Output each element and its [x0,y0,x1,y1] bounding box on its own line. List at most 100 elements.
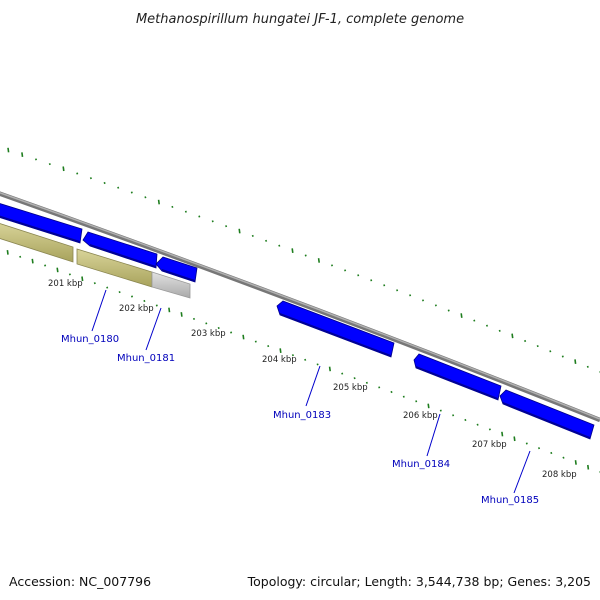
gc-mark [130,295,134,298]
gc-mark [409,294,412,297]
gc-mark [143,299,146,303]
gc-mark [265,239,268,242]
gc-mark [171,205,174,208]
gc-mark [549,350,552,353]
gc-mark [168,307,171,313]
gc-mark [279,348,282,354]
gene-labels: Mhun_0180 Mhun_0181 Mhun_0183 Mhun_0184 … [61,334,539,506]
gc-mark [117,186,120,189]
feature-band-olive [0,223,74,263]
topology-summary-text: Topology: circular; Length: 3,544,738 bp… [247,574,591,589]
ruler-tick-label: 204 kbp [262,355,297,365]
gc-mark [278,244,281,247]
gc-mark [353,377,356,380]
gene-label-mhun-0181[interactable]: Mhun_0181 [117,353,175,364]
gc-mark [402,395,405,398]
gc-mark [7,147,10,153]
gene-arrow-icon[interactable] [413,353,502,401]
gc-mark [427,403,430,409]
gc-mark [513,436,516,442]
gc-mark [304,358,307,361]
gc-mark [251,234,254,237]
ruler-tick-label: 208 kbp [542,470,577,480]
gene-arrow-icon[interactable] [0,202,83,244]
gc-mark [447,309,450,312]
gc-mark [344,269,347,272]
gene-arrow-icon[interactable] [499,389,595,440]
gc-mark [205,322,208,325]
gc-mark [586,365,589,368]
gene-arrow-icon[interactable] [82,231,158,269]
gc-mark [525,442,528,445]
gc-mark [452,414,455,417]
gene-arrow-icon[interactable] [155,256,198,283]
gc-mark [180,312,183,317]
gc-mark [267,345,270,348]
gene-label-mhun-0184[interactable]: Mhun_0184 [392,459,450,470]
gc-mark [304,254,307,257]
gc-mark [62,166,65,172]
genome-backbone [0,191,600,423]
gc-mark [31,258,34,264]
gc-mark [230,331,233,334]
gc-mark [103,181,106,185]
gc-mark [316,363,319,366]
ruler: 201 kbp 202 kbp 203 kbp 204 kbp 205 kbp … [48,279,577,480]
gc-mark [130,191,133,194]
gc-mark [330,264,334,267]
genome-title: Methanospirillum hungatei JF-1, complete… [136,12,464,27]
gc-mark [76,172,79,175]
gc-mark [574,460,577,465]
gc-mark [434,304,437,307]
ruler-tick-label: 201 kbp [48,279,83,289]
gene-label-mhun-0180[interactable]: Mhun_0180 [61,334,119,345]
gene-label-mhun-0185[interactable]: Mhun_0185 [481,495,539,506]
gc-mark [562,456,565,459]
feature-band [0,223,191,299]
gc-mark [390,390,393,394]
gc-mark [217,326,220,330]
gc-mark [21,152,24,158]
gc-mark [6,249,9,255]
gc-mark [68,273,71,276]
gene-arrow-icon[interactable] [276,300,395,358]
gc-mark [357,274,360,277]
gc-mark [242,334,245,340]
gene-label-mhun-0183[interactable]: Mhun_0183 [273,410,331,421]
gc-mark [365,381,368,384]
gc-mark [192,317,196,320]
gc-mark [511,333,514,339]
gc-content-inner-track [6,249,600,474]
ruler-tick-label: 203 kbp [191,329,226,339]
leader-line [145,307,162,351]
gene-track [0,202,595,440]
gc-mark [118,291,121,294]
gc-mark [524,339,527,343]
gc-mark [536,345,539,348]
leader-line [513,450,531,494]
gc-mark [498,329,501,332]
gc-mark [476,423,479,426]
gc-mark [415,400,418,403]
gc-mark [225,225,228,228]
gc-mark [198,215,201,218]
gc-content-outer-track [7,147,600,374]
gc-mark [144,196,147,199]
leader-line [91,289,107,332]
gc-mark [328,366,331,372]
ruler-tick-label: 205 kbp [333,383,368,393]
gc-mark [501,431,504,437]
gc-mark [317,258,320,263]
gc-mark [89,177,92,180]
gc-mark [106,286,109,289]
gc-mark [155,304,158,307]
gc-mark [291,354,294,357]
gc-mark [34,158,38,161]
gc-mark [44,264,47,267]
gc-mark [574,359,577,365]
leader-line [426,413,441,457]
gc-mark [488,428,491,431]
accession-text: Accession: NC_007796 [9,574,151,589]
